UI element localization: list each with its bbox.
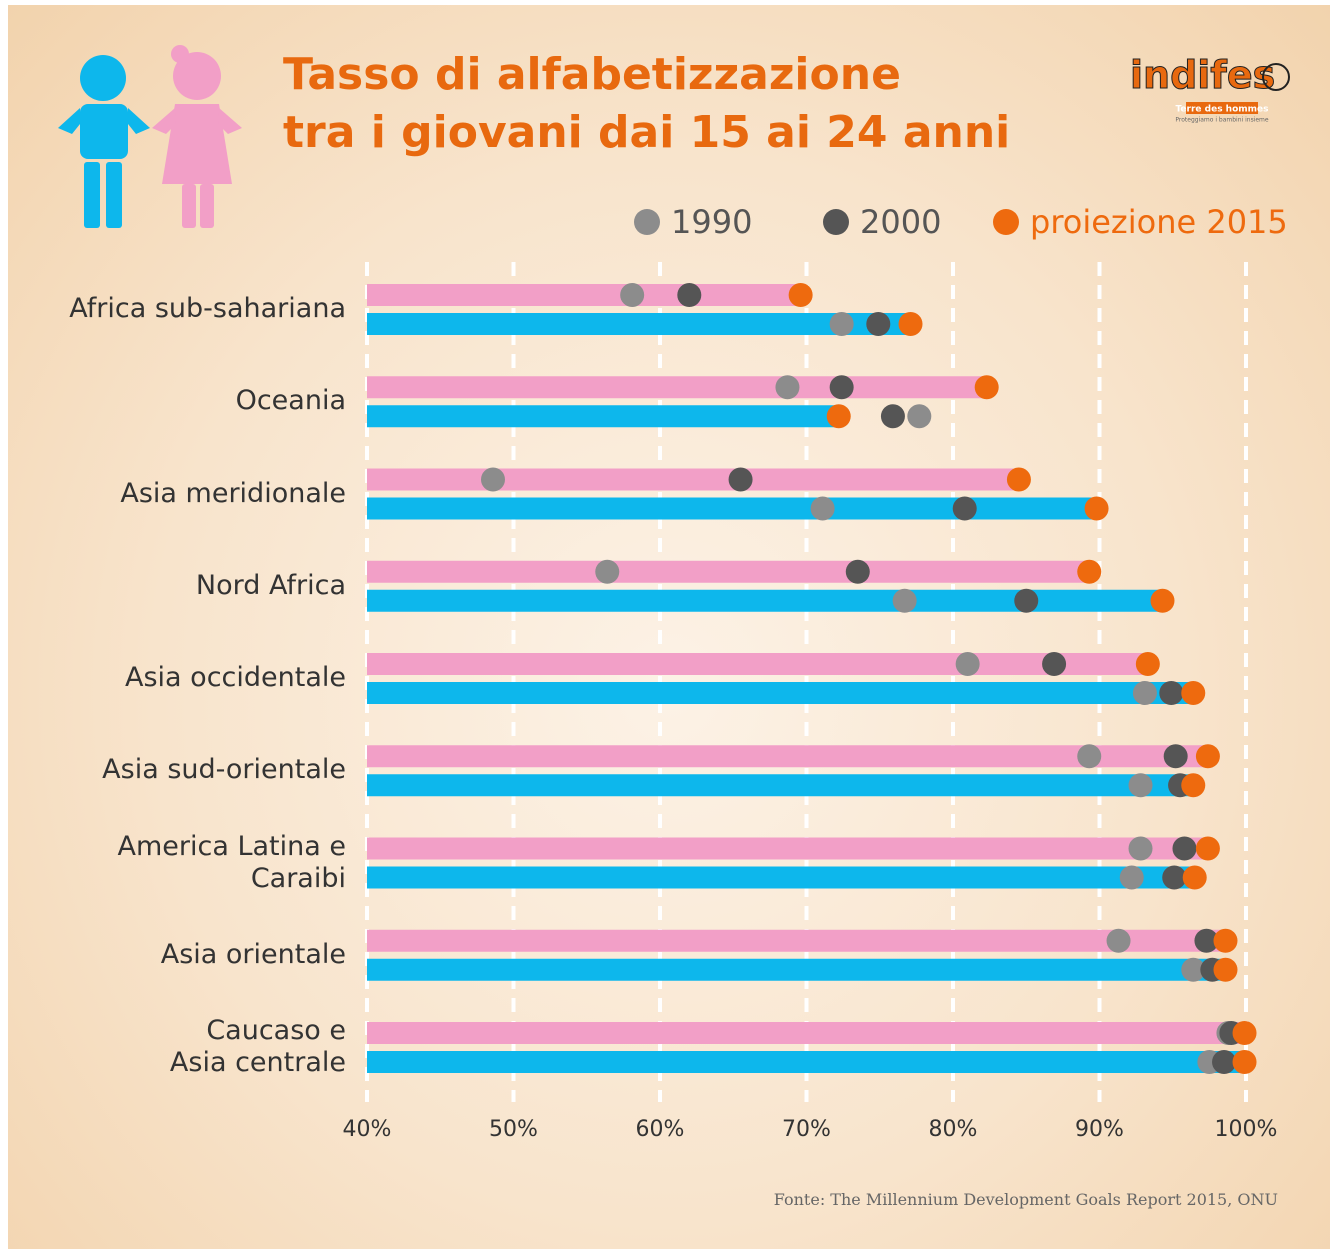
page: indifes Terre des hommes Proteggiamo i b…: [0, 0, 1338, 1254]
bar: [367, 774, 1193, 796]
bar: [367, 284, 801, 306]
x-tick-label: 60%: [636, 1117, 685, 1142]
dot: [1129, 773, 1153, 797]
dot: [1164, 744, 1188, 768]
x-tick-label: 70%: [782, 1117, 831, 1142]
dot: [811, 497, 835, 521]
x-tick-label: 50%: [489, 1117, 538, 1142]
dot: [899, 312, 923, 336]
bar: [367, 590, 1162, 612]
dot: [1172, 837, 1196, 861]
boy-icon: [58, 55, 150, 228]
legend-marker: [634, 209, 660, 235]
dot: [1136, 652, 1160, 676]
legend-label: proiezione 2015: [1030, 203, 1288, 241]
dot: [677, 283, 701, 307]
dot: [1077, 744, 1101, 768]
bar: [367, 653, 1148, 675]
legend-label: 2000: [860, 203, 941, 241]
dot: [1107, 929, 1131, 953]
logo-tagline: Proteggiamo i bambini insieme: [1175, 117, 1269, 124]
dot: [953, 497, 977, 521]
dot: [1150, 589, 1174, 613]
category-label: Asia sud-orientale: [102, 754, 346, 786]
bar: [367, 838, 1208, 860]
legend-marker: [823, 209, 849, 235]
girl-icon: [152, 45, 242, 228]
dot: [1129, 837, 1153, 861]
dot: [1077, 560, 1101, 584]
dot: [595, 560, 619, 584]
category-label: America Latina e Caraibi: [118, 831, 347, 895]
dot: [620, 283, 644, 307]
bar: [367, 959, 1225, 981]
legend-marker: [993, 209, 1019, 235]
source-note: Fonte: The Millennium Development Goals …: [774, 1190, 1278, 1209]
bar: [367, 376, 987, 398]
dot: [1233, 1050, 1257, 1074]
dot: [481, 468, 505, 492]
category-label: Asia occidentale: [125, 662, 346, 694]
dot: [1181, 773, 1205, 797]
dot: [1133, 681, 1157, 705]
dot: [1212, 1050, 1236, 1074]
logo-brand: Terre des hommes: [1175, 105, 1268, 115]
dot: [1007, 468, 1031, 492]
x-tick-label: 40%: [343, 1117, 392, 1142]
dot: [1159, 681, 1183, 705]
dot: [1183, 866, 1207, 890]
category-label: Asia meridionale: [120, 478, 346, 510]
x-tick-label: 80%: [929, 1117, 978, 1142]
dot: [830, 312, 854, 336]
bar: [367, 405, 839, 427]
dot: [1042, 652, 1066, 676]
bar: [367, 498, 1097, 520]
dot: [1213, 929, 1237, 953]
category-label: Nord Africa: [196, 570, 346, 602]
bar: [367, 469, 1019, 491]
dot: [729, 468, 753, 492]
bar: [367, 561, 1089, 583]
bar: [367, 682, 1193, 704]
dot: [789, 283, 813, 307]
dot: [956, 652, 980, 676]
dot: [1120, 866, 1144, 890]
dot: [775, 375, 799, 399]
category-label: Caucaso e Asia centrale: [170, 1015, 346, 1079]
dot: [1196, 744, 1220, 768]
legend-label: 1990: [671, 203, 752, 241]
logo-text: indifes: [1130, 53, 1275, 97]
bar: [367, 930, 1225, 952]
dot: [881, 404, 905, 428]
dot: [907, 404, 931, 428]
dot: [866, 312, 890, 336]
category-label: Africa sub-sahariana: [69, 293, 346, 325]
dot: [1162, 866, 1186, 890]
bar: [367, 867, 1195, 889]
category-label: Asia orientale: [161, 939, 346, 971]
dot: [846, 560, 870, 584]
dot: [1213, 958, 1237, 982]
dot: [1196, 837, 1220, 861]
x-tick-label: 90%: [1075, 1117, 1124, 1142]
category-label: Oceania: [236, 385, 346, 417]
dot: [1014, 589, 1038, 613]
chart-title: Tasso di alfabetizzazione tra i giovani …: [283, 46, 1010, 162]
dot: [893, 589, 917, 613]
dot: [975, 375, 999, 399]
dot: [830, 375, 854, 399]
dot: [1181, 681, 1205, 705]
dot: [1085, 497, 1109, 521]
bar: [367, 1051, 1245, 1073]
x-tick-label: 100%: [1215, 1117, 1278, 1142]
dot: [827, 404, 851, 428]
bar: [367, 313, 911, 335]
bar: [367, 1022, 1245, 1044]
dot: [1233, 1021, 1257, 1045]
